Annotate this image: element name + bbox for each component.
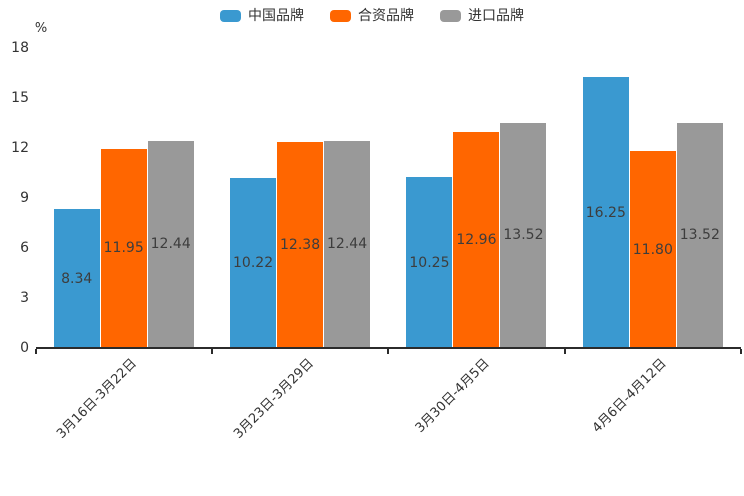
bar-value-label: 10.25 bbox=[409, 254, 450, 271]
y-axis-tick-label: 3 bbox=[20, 290, 29, 306]
x-axis-label: 3月16日-3月22日 bbox=[54, 356, 141, 442]
x-axis-label: 4月6日-4月12日 bbox=[589, 356, 670, 436]
y-axis-tick-label: 18 bbox=[11, 40, 29, 56]
y-axis-tick-label: 9 bbox=[20, 190, 29, 206]
y-axis-tick-label: 6 bbox=[20, 240, 29, 256]
bar-value-label: 16.25 bbox=[585, 204, 626, 221]
y-axis-unit-label: % bbox=[34, 21, 48, 36]
x-axis-tick bbox=[563, 349, 566, 354]
x-axis-tick bbox=[210, 349, 213, 354]
legend: 中国品牌 合资品牌 进口品牌 bbox=[0, 8, 744, 24]
bar-series-2-group-2[interactable]: 13.52 bbox=[500, 122, 547, 348]
bar-series-1-group-2[interactable]: 12.96 bbox=[453, 132, 500, 348]
bar-series-0-group-2[interactable]: 10.25 bbox=[406, 177, 453, 348]
bar-series-2-group-1[interactable]: 12.44 bbox=[324, 140, 371, 348]
bar-series-0-group-1[interactable]: 10.22 bbox=[230, 177, 277, 348]
legend-swatch-icon bbox=[220, 10, 241, 22]
bar-series-1-group-1[interactable]: 12.38 bbox=[277, 141, 324, 348]
x-axis-tick bbox=[34, 349, 37, 354]
legend-item-series-2[interactable]: 进口品牌 bbox=[440, 8, 524, 24]
bar-series-2-group-3[interactable]: 13.52 bbox=[676, 122, 723, 348]
bar-series-2-group-0[interactable]: 12.44 bbox=[147, 140, 194, 348]
bar-series-1-group-0[interactable]: 11.95 bbox=[100, 148, 147, 348]
bar-value-label: 11.95 bbox=[103, 240, 144, 257]
legend-swatch-icon bbox=[440, 10, 461, 22]
bar-value-label: 12.96 bbox=[456, 232, 497, 248]
bar-value-label: 11.80 bbox=[632, 241, 673, 258]
bar-value-label: 12.44 bbox=[327, 236, 368, 253]
bar-value-label: 8.34 bbox=[61, 270, 93, 287]
y-axis-tick-label: 0 bbox=[20, 340, 29, 356]
legend-item-series-0[interactable]: 中国品牌 bbox=[220, 8, 304, 24]
x-axis-tick bbox=[740, 349, 742, 354]
legend-item-label: 合资品牌 bbox=[358, 8, 414, 24]
legend-item-label: 进口品牌 bbox=[468, 8, 524, 24]
x-axis-label: 3月30日-4月5日 bbox=[413, 356, 494, 436]
bar-value-label: 13.52 bbox=[503, 227, 544, 244]
legend-item-series-1[interactable]: 合资品牌 bbox=[330, 8, 414, 24]
bar-value-label: 12.38 bbox=[280, 236, 321, 253]
x-axis-line bbox=[35, 347, 741, 349]
x-axis-label: 3月23日-3月29日 bbox=[230, 356, 317, 442]
y-axis-tick-label: 12 bbox=[11, 140, 29, 156]
bar-series-0-group-3[interactable]: 16.25 bbox=[582, 77, 629, 348]
x-axis-tick bbox=[387, 349, 390, 354]
legend-swatch-icon bbox=[330, 10, 351, 22]
y-axis-tick-label: 15 bbox=[11, 90, 29, 106]
legend-item-label: 中国品牌 bbox=[248, 8, 304, 24]
bar-value-label: 13.52 bbox=[679, 227, 720, 244]
bar-series-1-group-3[interactable]: 11.80 bbox=[629, 151, 676, 348]
bar-value-label: 10.22 bbox=[233, 254, 274, 271]
bar-value-label: 12.44 bbox=[150, 236, 191, 253]
bar-series-0-group-0[interactable]: 8.34 bbox=[53, 209, 100, 348]
